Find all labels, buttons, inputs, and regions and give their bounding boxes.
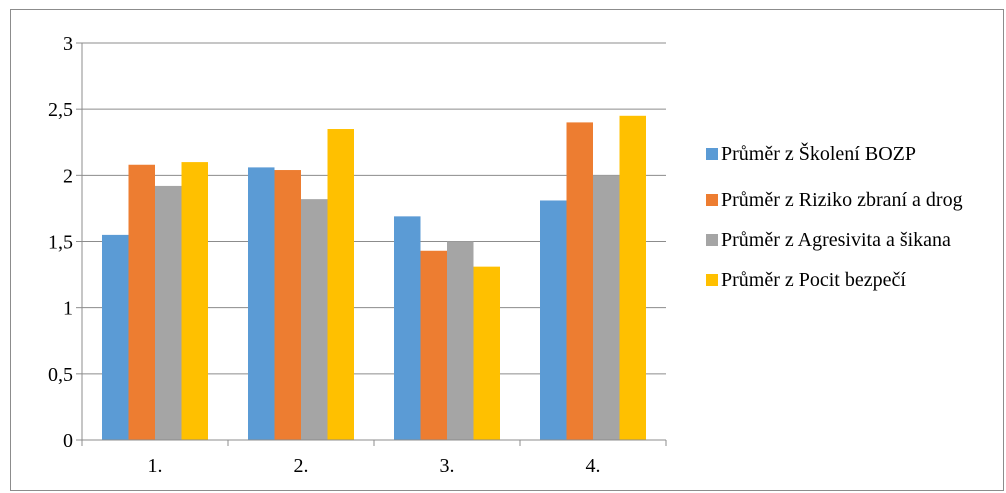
bar	[593, 175, 620, 441]
y-tick-label: 2	[63, 165, 73, 187]
legend-label: Průměr z Riziko zbraní a drog	[721, 189, 963, 211]
legend-swatch	[706, 234, 718, 246]
legend-item: Průměr z Riziko zbraní a drog	[706, 186, 996, 214]
legend-item: Průměr z Pocit bezpečí	[706, 266, 996, 294]
bar	[327, 129, 354, 440]
axes	[76, 42, 667, 446]
bar	[155, 185, 182, 440]
bar	[181, 162, 208, 440]
bar	[301, 199, 328, 440]
bar	[274, 170, 301, 441]
tick-labels: 0 0,5 1 1,5 2 2,5 3 1. 2. 3. 4.	[48, 33, 601, 477]
y-tick-label: 3	[63, 33, 73, 55]
legend-label: Průměr z Agresivita a šikana	[721, 229, 951, 251]
bar	[394, 216, 421, 440]
bar	[566, 122, 593, 441]
y-tick-label: 1	[63, 298, 73, 320]
bar	[473, 266, 500, 440]
x-tick-label: 2.	[294, 455, 309, 477]
bar	[248, 167, 275, 441]
legend-label: Průměr z Školení BOZP	[721, 143, 916, 165]
bar	[128, 164, 155, 440]
legend-label: Průměr z Pocit bezpečí	[721, 269, 906, 291]
bars	[102, 115, 646, 441]
x-tick-label: 1.	[148, 455, 163, 477]
x-tick-label: 4.	[586, 455, 601, 477]
bar	[619, 115, 646, 441]
x-tick-label: 3.	[440, 455, 455, 477]
legend-swatch	[706, 148, 718, 160]
legend-item: Průměr z Školení BOZP	[706, 140, 996, 168]
legend-item: Průměr z Agresivita a šikana	[706, 226, 996, 254]
bar	[540, 200, 567, 440]
legend: Průměr z Školení BOZP Průměr z Riziko zb…	[706, 140, 996, 312]
legend-swatch	[706, 274, 718, 286]
y-tick-label: 0,5	[48, 364, 73, 386]
legend-swatch	[706, 194, 718, 206]
bar	[102, 234, 129, 440]
y-tick-label: 1,5	[48, 232, 73, 254]
bar	[420, 250, 447, 440]
bar	[447, 241, 474, 440]
y-tick-label: 2,5	[48, 99, 73, 121]
y-tick-label: 0	[63, 430, 73, 452]
